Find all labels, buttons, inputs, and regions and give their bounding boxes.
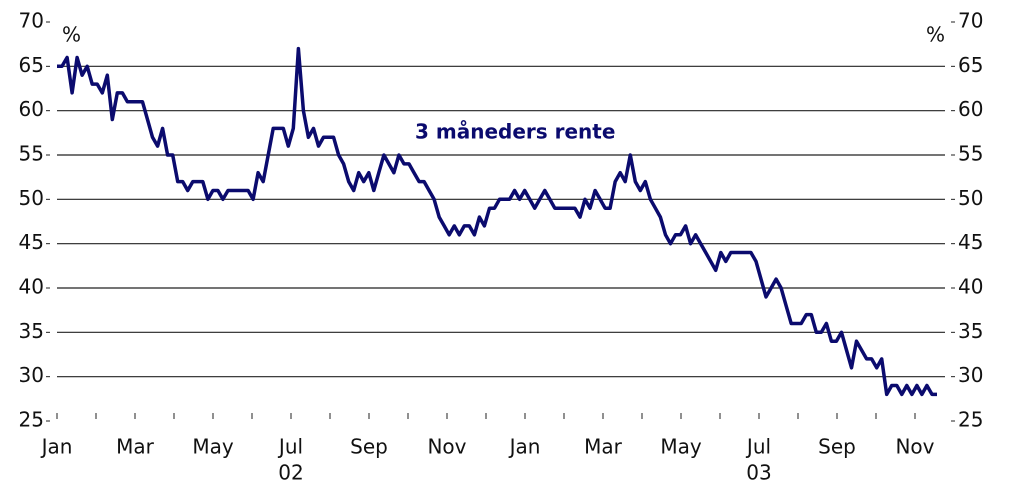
x-tick-label: May bbox=[660, 435, 702, 459]
y-tick-label: 55 bbox=[19, 142, 44, 166]
y-tick-label: 30 bbox=[19, 363, 44, 387]
x-tick-label: Sep bbox=[818, 435, 856, 459]
x-tick-label: Mar bbox=[116, 435, 155, 459]
y-tick-label: 60 bbox=[19, 97, 44, 121]
y-unit-left: % bbox=[62, 23, 81, 47]
y-tick-label: 40 bbox=[19, 275, 44, 299]
y-tick-label: 25 bbox=[19, 408, 44, 432]
year-label: 03 bbox=[746, 461, 771, 485]
x-tick-label: Sep bbox=[350, 435, 388, 459]
x-tick-label: Jan bbox=[40, 435, 73, 459]
year-label: 02 bbox=[278, 461, 303, 485]
y2-tick-label: 40 bbox=[958, 275, 983, 299]
x-tick-label: Mar bbox=[584, 435, 623, 459]
x-tick-label: Jul bbox=[745, 435, 771, 459]
x-tick-label: Nov bbox=[895, 435, 934, 459]
x-tick-label: Jan bbox=[508, 435, 541, 459]
y-tick-label: 70 bbox=[19, 9, 44, 33]
x-tick-label: Jul bbox=[277, 435, 303, 459]
y2-tick-label: 30 bbox=[958, 363, 983, 387]
y-tick-label: 65 bbox=[19, 53, 44, 77]
y2-tick-label: 55 bbox=[958, 142, 983, 166]
y-tick-label: 35 bbox=[19, 319, 44, 343]
x-tick-label: May bbox=[192, 435, 234, 459]
series-annotation: 3 måneders rente bbox=[415, 120, 615, 144]
data-line bbox=[57, 46, 937, 397]
y2-tick-label: 70 bbox=[958, 9, 983, 33]
y2-tick-label: 65 bbox=[958, 53, 983, 77]
y2-tick-label: 25 bbox=[958, 408, 983, 432]
y2-tick-label: 50 bbox=[958, 186, 983, 210]
y-tick-label: 50 bbox=[19, 186, 44, 210]
y2-tick-label: 35 bbox=[958, 319, 983, 343]
y2-tick-label: 60 bbox=[958, 97, 983, 121]
y-unit-right: % bbox=[926, 23, 945, 47]
y-tick-label: 45 bbox=[19, 230, 44, 254]
x-tick-label: Nov bbox=[427, 435, 466, 459]
y2-tick-label: 45 bbox=[958, 230, 983, 254]
